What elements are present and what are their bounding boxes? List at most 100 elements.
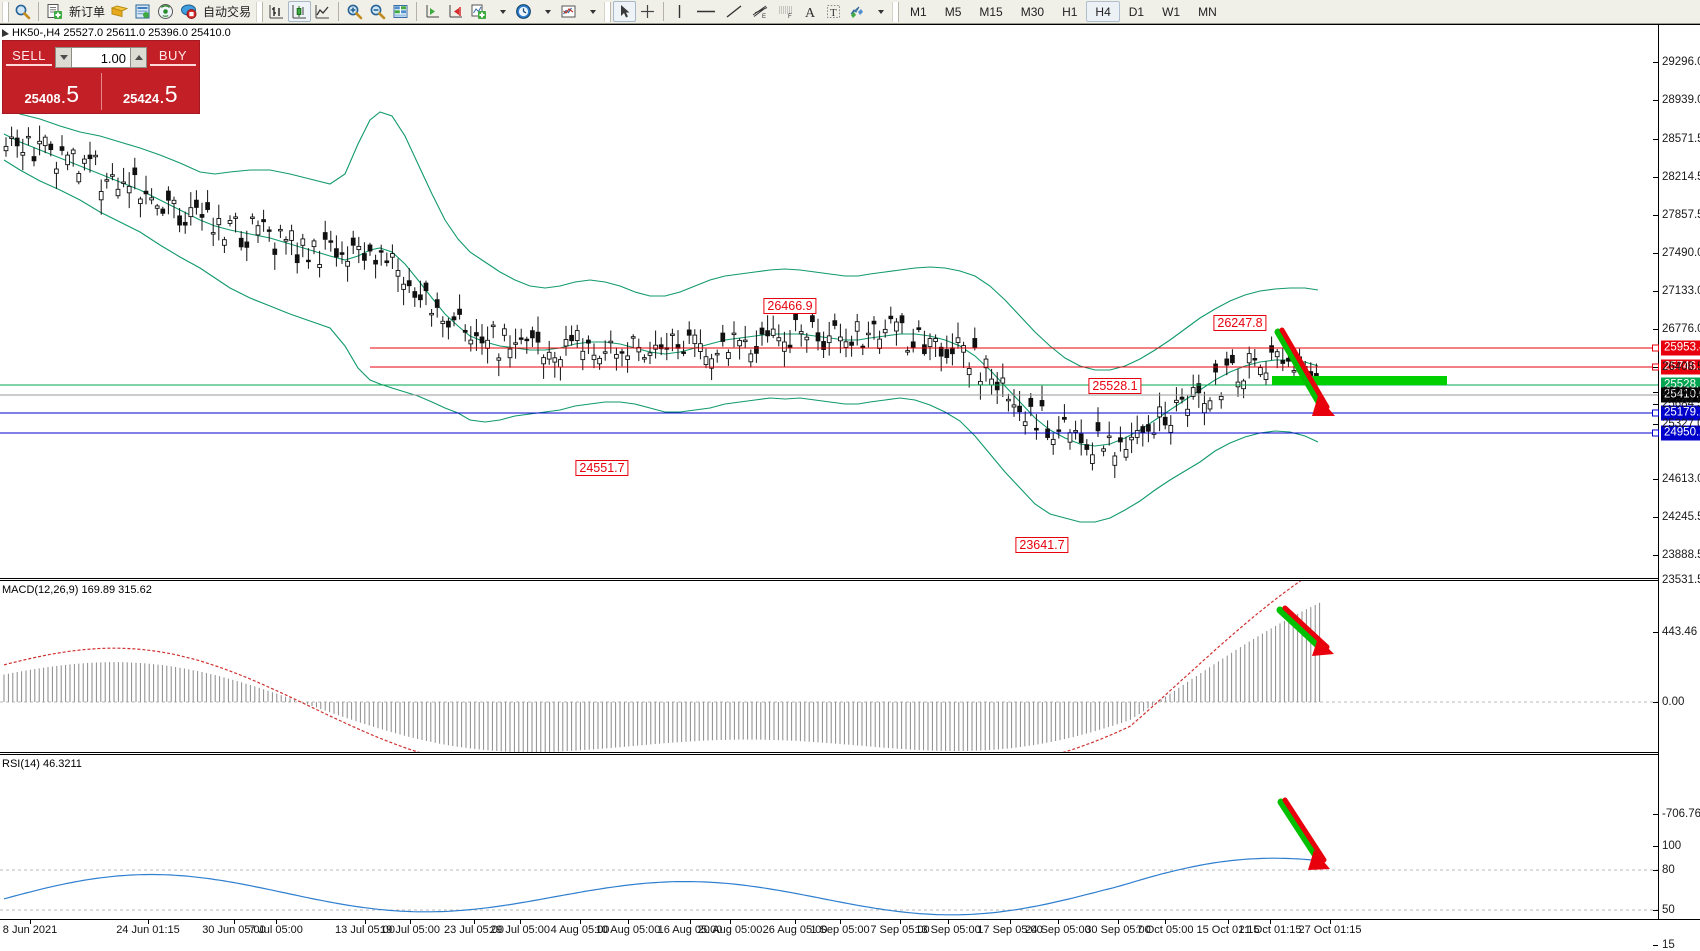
axis-tick-mark: [1653, 100, 1658, 101]
timeframe-group: M1 M5 M15 M30 H1 H4 D1 W1 MN: [901, 1, 1226, 22]
add-indicator-icon[interactable]: [467, 1, 490, 22]
date-tick-mark: [795, 920, 796, 924]
bar-chart-icon[interactable]: [265, 1, 288, 22]
period-dropdown-caret[interactable]: [535, 1, 557, 22]
axis-tick-mark: [1653, 177, 1658, 178]
date-tick-mark: [520, 920, 521, 924]
date-axis-label: 26 Aug 05:00: [762, 924, 828, 936]
timeframe-h1[interactable]: H1: [1062, 4, 1078, 19]
toolbar-separator-4: [663, 2, 665, 21]
timeframe-h4[interactable]: H4: [1086, 1, 1120, 22]
price-level-label[interactable]: 24950.2: [1661, 425, 1700, 441]
templates-icon[interactable]: [557, 1, 580, 22]
price-level-handle[interactable]: [1652, 409, 1659, 417]
channel-icon[interactable]: F: [773, 1, 799, 22]
hline-icon[interactable]: [691, 1, 721, 22]
zoom-out-icon[interactable]: [366, 1, 389, 22]
date-axis-label: 23 Jul 05:00: [444, 924, 504, 936]
toolbar-grip-4[interactable]: [892, 1, 900, 22]
date-tick-mark: [580, 920, 581, 924]
new-order-label[interactable]: 新订单: [69, 5, 106, 19]
cursor-icon[interactable]: [613, 1, 637, 22]
chevron-down-icon: [59, 54, 68, 60]
price-axis-label: 26776.0: [1662, 323, 1700, 335]
toolbar-separator-3: [416, 2, 418, 21]
folder-icon[interactable]: [108, 1, 131, 22]
shift-end-icon[interactable]: [444, 1, 467, 22]
objects-icon[interactable]: [845, 1, 868, 22]
sell-button[interactable]: SELL: [6, 48, 52, 66]
toolbar-grip[interactable]: [2, 1, 9, 22]
price-axis-label: 28571.5: [1662, 133, 1700, 145]
new-order-button[interactable]: [43, 1, 66, 22]
svg-text:T: T: [830, 7, 837, 19]
period-icon[interactable]: [512, 1, 535, 22]
chart-area[interactable]: HK50-,H4 25527.0 25611.0 25396.0 25410.0…: [0, 24, 1700, 951]
fibo-icon[interactable]: E: [747, 1, 773, 22]
date-tick-mark: [1118, 920, 1119, 924]
timeframe-m30[interactable]: M30: [1020, 4, 1045, 19]
magnifier-icon[interactable]: [11, 1, 34, 22]
signal-icon[interactable]: [154, 1, 177, 22]
objects-dropdown-caret[interactable]: [868, 1, 890, 22]
volume-stepper[interactable]: 1.00: [55, 46, 147, 68]
oct-divider: [100, 73, 102, 110]
price-axis-label: 29296.0: [1662, 56, 1700, 68]
axis-tick-mark: [1653, 632, 1658, 633]
date-tick-mark: [1228, 920, 1229, 924]
price-level-handle[interactable]: [1652, 429, 1659, 437]
timeframe-m5[interactable]: M5: [944, 4, 962, 19]
price-annotation[interactable]: 26466.9: [763, 298, 817, 314]
candlestick-icon[interactable]: [288, 1, 312, 22]
timeframe-mn[interactable]: MN: [1198, 4, 1217, 19]
buy-button[interactable]: BUY: [150, 48, 196, 66]
label-icon[interactable]: T: [822, 1, 845, 22]
price-annotation[interactable]: 24551.7: [575, 460, 629, 476]
timeframe-w1[interactable]: W1: [1162, 4, 1181, 19]
main-toolbar: 新订单 自动交易: [0, 0, 1700, 24]
price-annotation[interactable]: 26247.8: [1213, 315, 1267, 331]
timeframe-m1[interactable]: M1: [910, 4, 927, 19]
price-axis-label: 28214.5: [1662, 171, 1700, 183]
terminal-icon[interactable]: [131, 1, 154, 22]
sell-price-integer: 25408: [24, 91, 61, 106]
shift-start-icon[interactable]: [421, 1, 444, 22]
date-axis-label: 7 Oct 05:00: [1136, 924, 1194, 936]
axis-tick-mark: [1653, 580, 1658, 581]
crosshair-icon[interactable]: [636, 1, 659, 22]
price-level-label[interactable]: 25746.2: [1661, 359, 1700, 375]
toolbar-grip-3[interactable]: [604, 1, 612, 22]
volume-decrease-button[interactable]: [55, 46, 72, 68]
indicator-dropdown-caret[interactable]: [490, 1, 512, 22]
price-level-label[interactable]: 25179.2: [1661, 405, 1700, 421]
templates-dropdown-caret[interactable]: [580, 1, 602, 22]
volume-increase-button[interactable]: [130, 46, 147, 68]
line-chart-icon[interactable]: [311, 1, 334, 22]
price-level-handle[interactable]: [1652, 344, 1659, 352]
sell-price[interactable]: 25408 . 5: [6, 73, 98, 110]
price-axis-label: 27490.0: [1662, 247, 1700, 259]
toolbar-grip-2[interactable]: [256, 1, 264, 22]
buy-price[interactable]: 25424 . 5: [104, 73, 196, 110]
timeframe-d1[interactable]: D1: [1128, 4, 1145, 19]
date-axis-label: 7 Jul 05:00: [249, 924, 303, 936]
price-annotation[interactable]: 25528.1: [1088, 378, 1142, 394]
axis-tick-mark: [1653, 702, 1658, 703]
date-axis-label: 24 Jun 01:15: [116, 924, 180, 936]
date-axis-label: 20 Aug 05:00: [697, 924, 763, 936]
oct-top-row: SELL 1.00 BUY: [3, 41, 199, 71]
zoom-in-icon[interactable]: [343, 1, 366, 22]
data-window-icon[interactable]: [389, 1, 412, 22]
vline-icon[interactable]: [668, 1, 691, 22]
autotrading-icon[interactable]: [177, 1, 200, 22]
pane-separator-macd-2: [0, 580, 1659, 581]
trendline-icon[interactable]: [721, 1, 747, 22]
price-level-label[interactable]: 25953.4: [1661, 340, 1700, 356]
one-click-trading-panel[interactable]: SELL 1.00 BUY 25408 . 5 25424 . 5: [2, 40, 200, 114]
timeframe-m15[interactable]: M15: [979, 4, 1003, 19]
volume-input[interactable]: 1.00: [72, 46, 130, 68]
price-level-label[interactable]: 25410.0: [1661, 387, 1700, 403]
autotrading-label[interactable]: 自动交易: [203, 5, 252, 19]
text-icon[interactable]: A: [799, 1, 822, 22]
price-annotation[interactable]: 23641.7: [1015, 537, 1069, 553]
